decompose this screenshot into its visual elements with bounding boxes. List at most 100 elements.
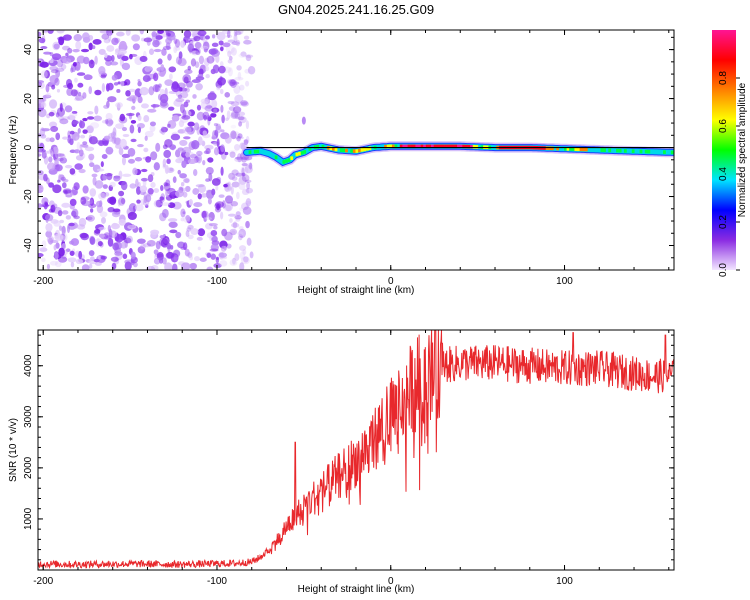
noise-blob [89,188,97,197]
noise-blob [188,198,193,206]
noise-blob [45,222,53,232]
noise-blob [93,258,100,263]
noise-blob [202,130,208,136]
noise-blob [231,131,241,140]
noise-blob [204,216,212,221]
noise-blob [192,188,200,195]
noise-blob [160,184,164,192]
colorbar-bar [712,30,736,270]
noise-blob [245,54,254,58]
noise-blob [97,240,103,247]
noise-blob [152,39,160,48]
noise-blob [230,130,237,140]
signal-track-segment [345,148,348,153]
noise-blob [137,126,141,134]
noise-blob [65,164,73,169]
noise-blob [59,118,69,125]
noise-blob [40,46,48,50]
noise-blob [52,146,59,155]
noise-blob [176,82,186,89]
noise-blob [139,30,145,35]
noise-blob [186,227,192,232]
noise-blob [56,88,61,93]
noise-blob [122,253,128,260]
signal-track-segment [384,144,387,149]
spectrogram-xtick-label: -100 [207,276,227,287]
signal-track-segment [431,144,434,149]
noise-blob [224,151,229,156]
noise-blob [100,217,107,224]
noise-blob [67,257,77,263]
noise-blob [228,106,236,111]
signal-track-segment [334,147,338,152]
noise-blob [247,162,253,169]
noise-blob [52,184,62,194]
noise-blob [62,57,72,64]
colorbar-tick-label: 0.0 [718,263,729,277]
snr-ytick-label: 4000 [23,354,34,377]
noise-blob [149,121,156,127]
noise-blob [47,237,54,245]
noise-blob [88,263,93,269]
noise-blob [160,126,166,136]
noise-blob [73,182,80,191]
signal-track-segment [444,144,447,149]
spectrogram-ytick-label: 20 [23,93,34,105]
noise-blob [106,30,114,36]
noise-blob [224,231,233,241]
signal-track-segment [298,151,301,156]
noise-blob [61,182,67,189]
noise-blob [169,144,177,151]
noise-blob [210,253,217,260]
noise-blob [105,118,114,127]
noise-blob [184,126,194,133]
noise-blob [162,158,167,168]
noise-blob [50,126,59,132]
noise-blob [153,48,162,53]
noise-blob [167,202,176,209]
noise-blob [109,181,116,188]
noise-blob [179,139,188,146]
noise-blob [102,184,108,189]
noise-blob [49,59,54,64]
noise-blob [211,235,218,243]
noise-blob [101,154,108,159]
noise-blob [109,196,117,206]
noise-blob [237,71,242,80]
noise-blob [204,105,214,112]
noise-blob [147,187,154,195]
snr-xtick-label: 0 [388,576,394,587]
noise-blob [159,196,165,201]
noise-blob [65,248,71,253]
noise-blob [230,222,240,228]
noise-blob [229,228,238,236]
noise-blob [58,225,63,231]
noise-blob [50,69,59,74]
noise-blob [231,169,239,176]
noise-blob [49,74,59,84]
signal-track-segment [600,148,604,152]
noise-blob [159,71,165,77]
noise-blob [38,37,46,44]
noise-blob [244,68,251,74]
noise-blob [180,182,185,187]
noise-blob [90,208,94,213]
signal-track-segment [391,144,395,149]
noise-blob [204,65,210,72]
noise-blob [189,262,197,270]
signal-track-segment [287,158,291,162]
noise-blob [48,121,58,128]
noise-blob [100,74,107,79]
noise-blob [73,215,80,220]
noise-blob [153,188,160,193]
noise-blob [131,34,141,42]
noise-blob [158,258,164,264]
noise-blob [221,114,225,124]
noise-blob [136,238,146,244]
noise-blob [89,197,95,207]
noise-blob [227,39,236,43]
noise-blob [144,135,148,141]
noise-blob [112,208,121,213]
noise-blob [110,256,119,262]
